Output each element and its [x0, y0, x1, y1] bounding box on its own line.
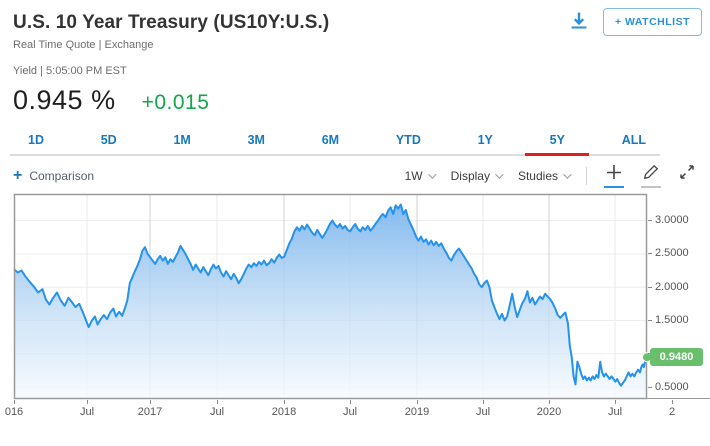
download-icon [568, 10, 590, 35]
toolbar-divider [586, 167, 587, 185]
range-tabs-bar: 1D 5D 1M 3M 6M YTD 1Y 5Y ALL [10, 129, 660, 156]
x-axis-tick [483, 400, 484, 404]
price-row: 0.945 % +0.015 [13, 85, 697, 116]
x-axis-label: Jul [607, 406, 623, 418]
tab-1m[interactable]: 1M [171, 129, 192, 154]
tab-ytd[interactable]: YTD [394, 129, 423, 154]
quote-meta: Yield | 5:05:00 PM EST [13, 65, 127, 77]
y-axis-tick [648, 319, 652, 321]
x-axis-tick [217, 400, 218, 404]
y-axis-label: 0.5000 [655, 380, 689, 393]
y-axis-label: 1.5000 [655, 313, 689, 326]
add-watchlist-button[interactable]: + WATCHLIST [602, 8, 702, 36]
last-price-badge: 0.9480 [650, 348, 703, 367]
display-dropdown[interactable]: Display [450, 169, 504, 183]
x-axis-tick [417, 400, 418, 404]
y-axis-tick [648, 286, 652, 288]
x-axis-tick [87, 400, 88, 404]
chart-tools: 1W Display Studies [405, 164, 696, 188]
x-axis-label: 2019 [404, 406, 430, 418]
x-axis-label: 2017 [137, 406, 163, 418]
page-title: U.S. 10 Year Treasury (US10Y:U.S.) [13, 12, 330, 33]
header-actions: + WATCHLIST [565, 8, 702, 36]
x-axis-tick [150, 400, 151, 404]
tab-1d[interactable]: 1D [26, 129, 46, 154]
y-axis-tick [648, 253, 652, 255]
crosshair-icon [605, 165, 623, 183]
plus-icon: + [13, 167, 23, 184]
display-label: Display [450, 169, 490, 183]
download-button[interactable] [565, 9, 593, 35]
tab-3m[interactable]: 3M [246, 129, 267, 154]
y-axis-tick [648, 220, 652, 222]
quote-source: Real Time Quote | Exchange [13, 39, 154, 51]
x-axis-label: Jul [342, 406, 358, 418]
chevron-down-icon [427, 170, 437, 179]
x-axis-line [647, 398, 710, 399]
y-axis-tick [648, 386, 652, 388]
tab-1y[interactable]: 1Y [476, 129, 495, 154]
x-axis-label: 016 [4, 406, 24, 418]
area-series [14, 204, 647, 399]
interval-dropdown[interactable]: 1W [404, 169, 437, 183]
plot-border [13, 193, 648, 400]
fullscreen-button[interactable] [678, 164, 696, 188]
tab-5y[interactable]: 5Y [548, 129, 567, 154]
comparison-label: Comparison [29, 169, 95, 183]
studies-dropdown[interactable]: Studies [517, 169, 572, 183]
x-axis-tick [672, 400, 673, 404]
draw-tool-button[interactable] [641, 164, 661, 188]
x-axis-tick [284, 400, 285, 404]
x-axis-label: Jul [475, 406, 491, 418]
x-axis-label: Jul [79, 406, 95, 418]
line-series [13, 203, 648, 387]
x-axis-label: Jul [209, 406, 225, 418]
price-change: +0.015 [141, 91, 210, 114]
tab-5d[interactable]: 5D [99, 129, 119, 154]
x-axis-tick [350, 400, 351, 404]
x-axis-tick [14, 400, 15, 404]
studies-label: Studies [517, 169, 558, 183]
chart-toolbar: + Comparison 1W Display Studies [0, 164, 710, 188]
tab-all[interactable]: ALL [620, 129, 648, 154]
y-axis-label: 3.0000 [655, 214, 689, 227]
x-axis-label: 2018 [271, 406, 297, 418]
chevron-down-icon [495, 170, 504, 179]
crosshair-tool-button[interactable] [604, 164, 624, 188]
quote-section: Yield | 5:05:00 PM EST 0.945 % +0.015 [0, 65, 710, 116]
tab-6m[interactable]: 6M [320, 129, 341, 154]
y-axis-label: 2.0000 [655, 280, 689, 293]
x-axis-tick [615, 400, 616, 404]
draw-pencil-icon [642, 164, 660, 183]
price-chart[interactable] [13, 193, 652, 400]
range-tabs: 1D 5D 1M 3M 6M YTD 1Y 5Y ALL [10, 129, 660, 154]
chevron-down-icon [563, 170, 572, 179]
x-axis-tick [549, 400, 550, 404]
expand-icon [679, 165, 695, 183]
y-axis-label: 2.5000 [655, 247, 689, 260]
x-axis-label: 2 [668, 406, 676, 418]
price-value: 0.945 % [13, 85, 116, 115]
comparison-button[interactable]: + Comparison [13, 167, 95, 184]
x-axis-label: 2020 [536, 406, 562, 418]
interval-label: 1W [404, 169, 423, 183]
header: U.S. 10 Year Treasury (US10Y:U.S.) Real … [0, 0, 710, 51]
